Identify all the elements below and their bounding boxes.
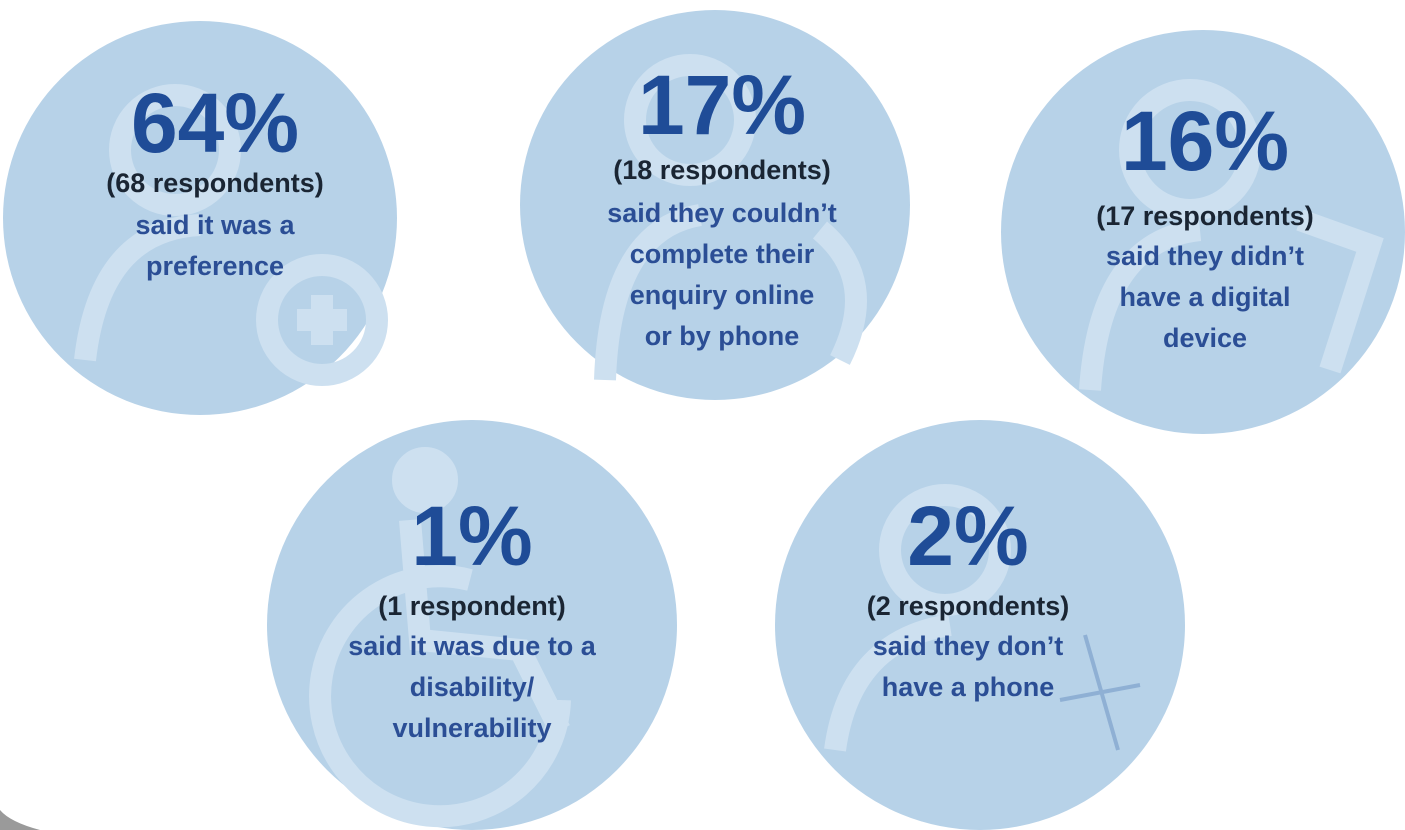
icon-plus-ring (256, 254, 388, 386)
percent: 1% (411, 489, 532, 583)
description-line: complete their (630, 239, 815, 269)
icon-head (624, 54, 756, 186)
icon-phone (812, 221, 867, 365)
icon-head (1119, 79, 1261, 221)
circle (775, 420, 1185, 830)
description-line: enquiry online (630, 280, 815, 310)
description-line: device (1163, 323, 1247, 353)
icon-body (824, 614, 952, 752)
icon-body (74, 214, 201, 362)
description-line: said they didn’t (1106, 241, 1304, 271)
percent: 16% (1121, 94, 1289, 188)
description-line: or by phone (645, 321, 800, 351)
description-line: disability/ (410, 672, 535, 702)
respondents: (18 respondents) (613, 155, 831, 185)
icon-cross (1059, 634, 1141, 751)
icon-device (1296, 209, 1384, 374)
description-line: vulnerability (392, 713, 551, 743)
description-line: said they couldn’t (607, 198, 837, 228)
description-line: said it was due to a (348, 631, 597, 661)
description-line: said it was a (135, 210, 295, 240)
icons (74, 54, 1384, 828)
respondents: (2 respondents) (867, 591, 1070, 621)
icon-head (879, 484, 1011, 616)
icon-body (594, 204, 703, 381)
icon-body (1079, 219, 1202, 391)
description-line: preference (146, 251, 284, 281)
description-line: have a phone (882, 672, 1055, 702)
texts: 64%(68 respondents) said it was a preferen… (106, 58, 1314, 743)
respondents: (17 respondents) (1096, 201, 1314, 231)
icon-head (392, 447, 458, 513)
respondents: (68 respondents) (106, 168, 324, 198)
respondents: (1 respondent) (378, 591, 566, 621)
percent: 2% (907, 489, 1028, 583)
percent: 64% (131, 76, 299, 170)
icon-plus (297, 295, 347, 345)
icon-wheelchair (309, 519, 571, 828)
icon-head (109, 84, 241, 216)
corner-shape (0, 810, 40, 830)
percent: 17% (638, 58, 806, 152)
circle (267, 420, 677, 830)
description-line: said they don’t (873, 631, 1064, 661)
description-line: have a digital (1119, 282, 1290, 312)
